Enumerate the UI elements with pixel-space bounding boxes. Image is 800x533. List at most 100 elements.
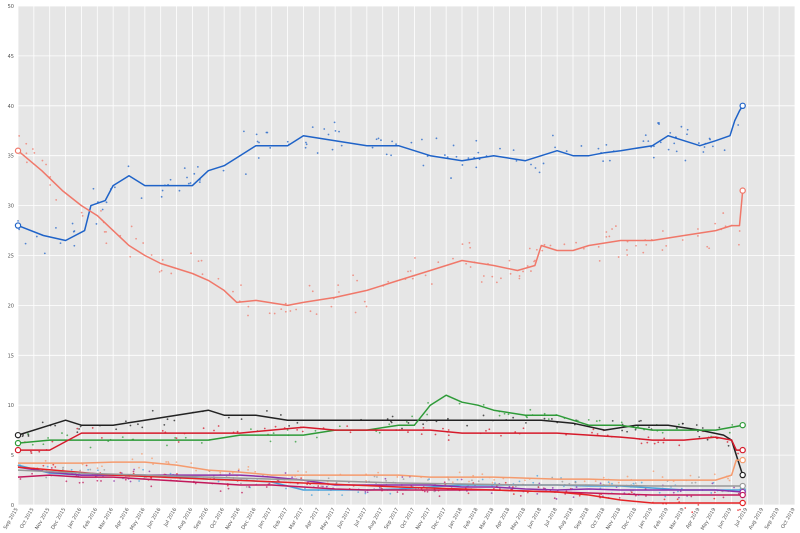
poll-point — [105, 201, 108, 204]
x-tick-label: Jan 2019 — [637, 507, 654, 530]
poll-point — [377, 137, 380, 140]
poll-point — [284, 472, 287, 474]
poll-point — [714, 222, 717, 225]
x-tick-label: Sep 2017 — [383, 507, 400, 531]
poll-point — [630, 491, 633, 494]
poll-point — [686, 133, 688, 136]
poll-point — [421, 138, 423, 141]
poll-point — [76, 431, 79, 434]
poll-point — [737, 492, 740, 495]
poll-point — [518, 277, 521, 280]
poll-point — [258, 141, 260, 144]
poll-point — [634, 482, 637, 485]
poll-point — [551, 418, 553, 420]
x-tick-label: Mar 2019 — [669, 507, 686, 531]
poll-point — [435, 137, 438, 140]
poll-point — [507, 413, 510, 416]
poll-point — [482, 275, 485, 277]
x-tick-label: Oct 2016 — [209, 507, 226, 530]
poll-point — [187, 182, 190, 185]
poll-point — [311, 290, 314, 293]
poll-point — [268, 312, 271, 315]
poll-point — [468, 241, 471, 244]
poll-point — [263, 427, 266, 430]
poll-point — [728, 431, 731, 434]
poll-point — [466, 424, 469, 427]
poll-point — [515, 159, 518, 162]
poll-point — [591, 431, 593, 434]
poll-point — [384, 477, 387, 480]
poll-point — [219, 471, 222, 474]
poll-point — [635, 244, 637, 247]
poll-point — [197, 260, 200, 263]
poll-point — [602, 160, 605, 163]
poll-point — [526, 491, 529, 494]
poll-point — [334, 129, 337, 132]
poll-point — [597, 147, 600, 150]
poll-point — [508, 485, 511, 488]
poll-point — [227, 487, 230, 490]
poll-point — [592, 428, 595, 431]
x-tick-label: Jun 2017 — [336, 507, 353, 530]
poll-point — [481, 473, 484, 476]
x-tick-label: Jun 2018 — [526, 507, 543, 530]
poll-point — [27, 433, 29, 435]
poll-point — [256, 140, 259, 143]
x-tick-label: Oct 2017 — [399, 507, 416, 530]
poll-point — [638, 420, 641, 423]
poll-point — [47, 437, 49, 439]
poll-point — [151, 409, 154, 412]
poll-point — [238, 468, 240, 471]
x-tick-label: Jan 2017 — [257, 507, 274, 530]
x-tick-label: May 2019 — [700, 507, 718, 531]
poll-point — [365, 305, 368, 308]
poll-point — [652, 156, 655, 159]
poll-point — [605, 235, 608, 238]
poll-point — [500, 277, 502, 280]
poll-point — [422, 423, 425, 426]
poll-point — [664, 495, 667, 498]
poll-point — [686, 128, 689, 131]
poll-point — [587, 418, 590, 421]
poll-point — [661, 476, 664, 478]
poll-point — [690, 495, 693, 498]
x-tick-label: Nov 2017 — [415, 507, 432, 531]
x-tick-label: Apr 2019 — [685, 507, 702, 530]
poll-point — [647, 140, 650, 143]
poll-point — [304, 146, 307, 149]
poll-point — [578, 494, 581, 497]
poll-point — [127, 165, 130, 168]
poll-point — [599, 482, 602, 485]
poll-point — [608, 482, 611, 485]
x-tick-label: Oct 2018 — [590, 507, 607, 530]
poll-point — [31, 472, 33, 475]
poll-point — [81, 214, 84, 217]
poll-point — [226, 484, 229, 487]
poll-point — [169, 472, 172, 475]
poll-point — [518, 275, 521, 277]
poll-point — [165, 461, 168, 463]
poll-point — [135, 237, 137, 240]
poll-point — [160, 269, 163, 272]
poll-point — [175, 437, 178, 440]
poll-point — [658, 121, 660, 124]
poll-point — [46, 465, 49, 468]
poll-point — [380, 139, 382, 142]
poll-point — [301, 430, 304, 433]
poll-point — [543, 417, 546, 420]
poll-point — [186, 176, 188, 179]
series-end-marker — [739, 187, 746, 194]
poll-point — [698, 476, 700, 479]
poll-point — [434, 433, 437, 436]
poll-point — [124, 478, 127, 481]
poll-point — [678, 496, 680, 499]
poll-point — [669, 131, 672, 134]
poll-point — [54, 466, 57, 468]
poll-point — [477, 480, 480, 483]
poll-point — [257, 157, 260, 159]
poll-point — [391, 415, 394, 418]
poll-point — [247, 305, 250, 308]
poll-point — [239, 482, 242, 485]
poll-point — [596, 433, 599, 435]
poll-point — [141, 426, 144, 429]
